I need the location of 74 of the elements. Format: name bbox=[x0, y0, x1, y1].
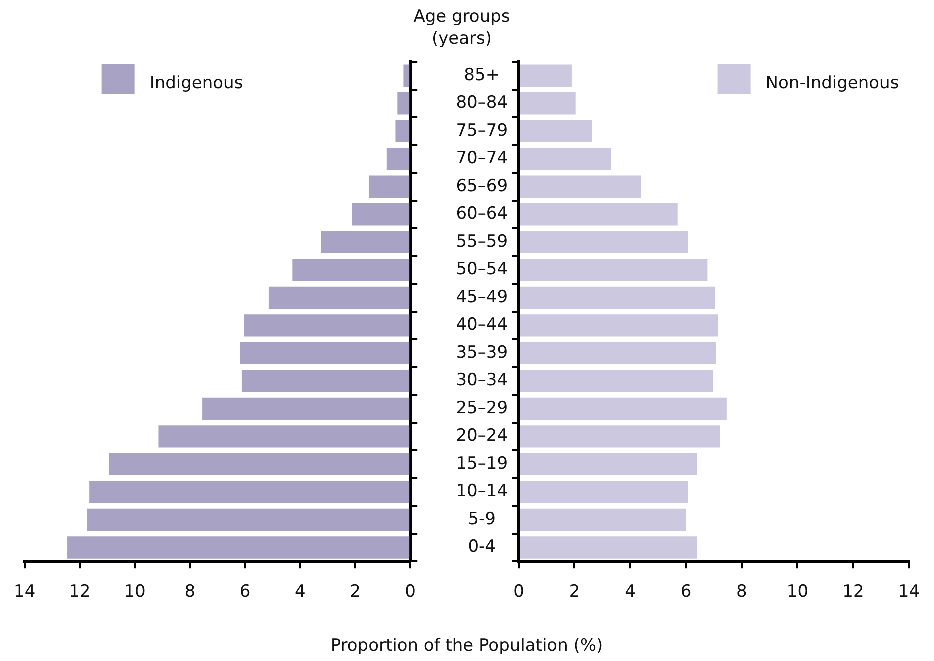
x-axis-title: Proportion of the Population (%) bbox=[330, 636, 604, 656]
bar bbox=[158, 426, 410, 448]
x-tick-label: 8 bbox=[184, 582, 196, 602]
y-tick-label: 30–34 bbox=[456, 370, 508, 391]
x-tick-label: 6 bbox=[680, 582, 692, 602]
x-tick-label: 12 bbox=[69, 582, 91, 602]
y-tick-label: 15–19 bbox=[456, 454, 508, 474]
y-tick-label: 45–49 bbox=[456, 287, 508, 308]
chart-title: Age groups (years) bbox=[412, 6, 512, 50]
y-tick-label: 5-9 bbox=[468, 509, 496, 530]
x-tick-label: 2 bbox=[569, 582, 580, 602]
bar bbox=[109, 453, 410, 476]
x-tick-label: 10 bbox=[786, 582, 809, 602]
bar bbox=[520, 314, 718, 337]
y-tick-label: 40–44 bbox=[456, 315, 508, 336]
bar bbox=[520, 481, 688, 504]
y-tick-label: 65–69 bbox=[456, 176, 508, 196]
bar bbox=[404, 64, 410, 87]
bar bbox=[352, 204, 410, 226]
bar bbox=[240, 342, 410, 365]
bar bbox=[520, 426, 720, 448]
bar bbox=[520, 148, 612, 170]
bar bbox=[268, 286, 410, 310]
bar bbox=[520, 64, 572, 87]
y-tick-label: 0-4 bbox=[468, 537, 496, 558]
x-tick-label: 6 bbox=[240, 582, 251, 602]
y-tick-label: 50–54 bbox=[456, 260, 508, 280]
bar bbox=[292, 259, 410, 282]
bar bbox=[520, 120, 592, 142]
bar bbox=[520, 176, 642, 198]
y-tick-label: 25–29 bbox=[456, 398, 508, 418]
bar bbox=[321, 231, 410, 254]
bar bbox=[520, 92, 576, 115]
bar bbox=[520, 286, 716, 310]
x-tick-label: 4 bbox=[294, 582, 306, 602]
bar bbox=[520, 508, 686, 532]
x-tick-label: 0 bbox=[405, 582, 416, 602]
bar bbox=[202, 398, 410, 420]
x-tick-label: 14 bbox=[14, 582, 36, 602]
y-tick-label: 80–84 bbox=[456, 93, 508, 114]
bar bbox=[520, 398, 727, 420]
x-tick-label: 2 bbox=[350, 582, 361, 602]
bar bbox=[68, 536, 410, 559]
bar bbox=[90, 481, 410, 504]
y-tick-label: 20–24 bbox=[456, 426, 508, 446]
bar bbox=[242, 370, 410, 392]
bar bbox=[520, 231, 688, 254]
bar bbox=[386, 148, 410, 170]
x-tick-label: 0 bbox=[514, 582, 524, 602]
bar bbox=[520, 204, 678, 226]
x-tick-label: 14 bbox=[898, 582, 920, 602]
bar bbox=[520, 453, 698, 476]
bar bbox=[244, 314, 410, 337]
legend-label: Non-Indigenous bbox=[766, 73, 900, 94]
bar bbox=[87, 508, 410, 532]
bar bbox=[520, 370, 714, 392]
x-tick-label: 10 bbox=[124, 582, 146, 602]
x-tick-label: 4 bbox=[625, 582, 636, 602]
bar bbox=[368, 176, 410, 198]
y-tick-label: 70–74 bbox=[456, 148, 508, 169]
x-tick-label: 12 bbox=[842, 582, 864, 602]
y-tick-label: 60–64 bbox=[456, 204, 508, 224]
legend-label: Indigenous bbox=[150, 73, 244, 94]
y-tick-label: 10–14 bbox=[456, 482, 508, 502]
bar bbox=[396, 120, 410, 142]
bar bbox=[520, 536, 698, 559]
bar bbox=[398, 92, 410, 115]
y-tick-label: 35–39 bbox=[456, 342, 508, 363]
bar bbox=[520, 342, 716, 365]
y-tick-label: 75–79 bbox=[456, 120, 508, 141]
y-tick-label: 85+ bbox=[464, 65, 500, 86]
x-tick-label: 8 bbox=[736, 582, 748, 602]
y-tick-label: 55–59 bbox=[456, 232, 508, 252]
bar bbox=[520, 259, 708, 282]
